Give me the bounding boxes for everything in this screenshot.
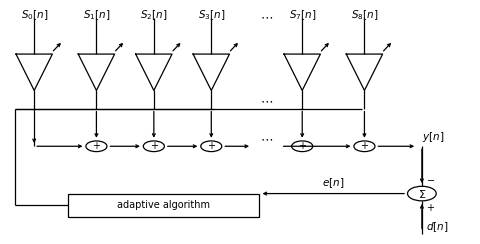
Text: $S_8[n]$: $S_8[n]$ <box>351 8 378 22</box>
Text: $e[n]$: $e[n]$ <box>322 176 345 190</box>
Text: $S_0[n]$: $S_0[n]$ <box>21 8 48 22</box>
Text: +: + <box>298 141 306 151</box>
Text: +: + <box>207 141 216 151</box>
Text: $y[n]$: $y[n]$ <box>422 130 444 144</box>
Text: $S_3[n]$: $S_3[n]$ <box>198 8 225 22</box>
Text: $d[n]$: $d[n]$ <box>426 220 448 234</box>
Text: $\cdots$: $\cdots$ <box>260 10 273 23</box>
Text: $\Sigma$: $\Sigma$ <box>418 188 426 200</box>
Text: $+$: $+$ <box>426 202 435 213</box>
Text: $\cdots$: $\cdots$ <box>260 94 273 107</box>
Text: +: + <box>93 141 100 151</box>
Text: $S_7[n]$: $S_7[n]$ <box>288 8 316 22</box>
FancyBboxPatch shape <box>68 193 259 217</box>
Text: adaptive algorithm: adaptive algorithm <box>117 200 210 210</box>
Text: $\cdots$: $\cdots$ <box>260 132 273 145</box>
Text: $S_1[n]$: $S_1[n]$ <box>83 8 110 22</box>
Text: $-$: $-$ <box>426 174 435 184</box>
Text: +: + <box>360 141 369 151</box>
Text: $S_2[n]$: $S_2[n]$ <box>140 8 168 22</box>
Text: +: + <box>150 141 158 151</box>
